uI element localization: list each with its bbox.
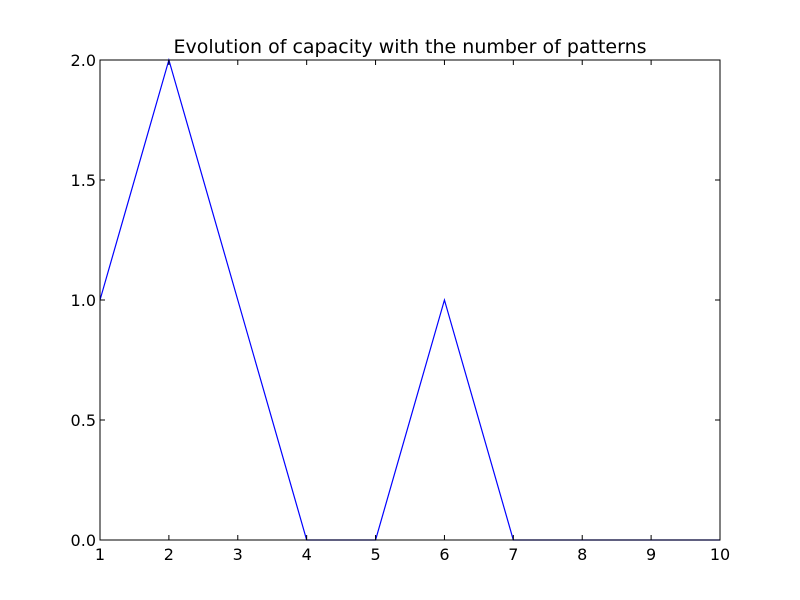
x-tick-label: 8 [577,545,587,564]
x-tick-label: 9 [646,545,656,564]
y-tick-label: 0.5 [71,411,96,430]
chart-title: Evolution of capacity with the number of… [173,36,646,58]
y-tick-label: 1.5 [71,171,96,190]
x-tick-label: 3 [233,545,243,564]
x-tick-label: 6 [439,545,449,564]
y-tick-label: 2.0 [71,51,96,70]
y-tick-label: 0.0 [71,531,96,550]
x-tick-label: 7 [508,545,518,564]
x-tick-label: 1 [95,545,105,564]
plot-area [99,57,720,541]
x-tick-label: 10 [710,545,730,564]
series-line-0 [99,57,720,541]
y-tick-label: 1.0 [71,291,96,310]
x-tick-label: 5 [370,545,380,564]
x-tick-label: 2 [164,545,174,564]
axis-ticks: 1 2 3 4 5 6 7 8 9 10 0.0 0.5 1.0 1.5 2.0 [71,51,731,564]
x-tick-label: 4 [302,545,312,564]
axes-frame [99,59,721,541]
